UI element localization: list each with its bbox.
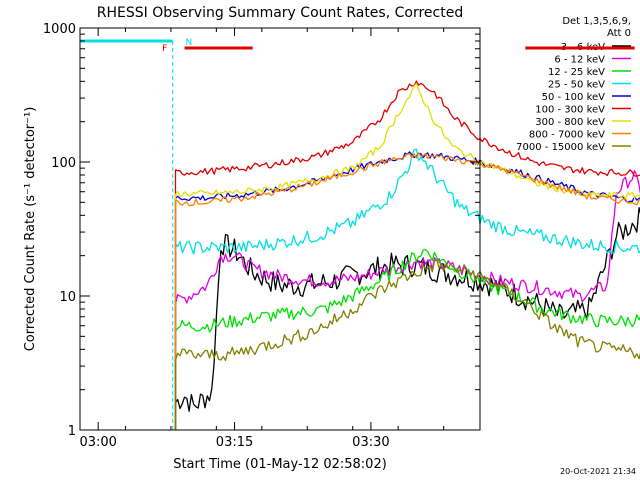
- legend-label: 100 - 300 keV: [535, 105, 605, 116]
- legend-label: 50 - 100 keV: [542, 92, 606, 103]
- series-line-1: [174, 169, 640, 430]
- x-tick-label: 03:15: [216, 435, 253, 450]
- legend-label: 300 - 800 keV: [535, 117, 605, 128]
- chart-title: RHESSI Observing Summary Count Rates, Co…: [97, 5, 463, 21]
- y-tick-label: 10: [59, 290, 76, 305]
- legend-label: 7000 - 15000 keV: [516, 142, 605, 153]
- flare-flag-label: F: [162, 44, 167, 54]
- series-line-6: [174, 82, 640, 430]
- x-axis: 03:00 03:15 03:30: [79, 28, 445, 450]
- series-line-4: [174, 151, 640, 430]
- y-tick-label: 100: [51, 156, 76, 171]
- x-tick-label: 03:00: [79, 435, 116, 450]
- plot-area: FN: [80, 38, 640, 430]
- legend-label: 25 - 50 keV: [548, 80, 605, 91]
- plot-frame: [79, 27, 481, 431]
- legend-label: 6 - 12 keV: [554, 55, 605, 66]
- legend-label: 12 - 25 keV: [548, 67, 605, 78]
- y-axis: 1 10 100 1000: [43, 22, 480, 439]
- legend-label: 800 - 7000 keV: [529, 130, 605, 141]
- x-tick-label: 03:30: [352, 435, 389, 450]
- series-line-7: [174, 152, 640, 430]
- x-axis-label: Start Time (01-May-12 02:58:02): [173, 457, 387, 472]
- y-axis-label: Corrected Count Rate (s⁻¹ detector⁻¹): [23, 107, 38, 352]
- legend: Det 1,3,5,6,9, Att 0 3 - 6 keV6 - 12 keV…: [516, 16, 631, 153]
- y-tick-label: 1000: [43, 22, 76, 37]
- night-flag-label: N: [185, 38, 192, 48]
- series-line-8: [174, 259, 640, 430]
- series-line-5: [174, 80, 640, 430]
- y-tick-label: 1: [68, 424, 76, 439]
- timestamp: 20-Oct-2021 21:34: [560, 467, 636, 476]
- series-line-3: [174, 148, 640, 430]
- legend-header-line-1: Det 1,3,5,6,9,: [562, 16, 631, 27]
- legend-header-line-2: Att 0: [607, 28, 631, 39]
- series-line-2: [174, 248, 640, 430]
